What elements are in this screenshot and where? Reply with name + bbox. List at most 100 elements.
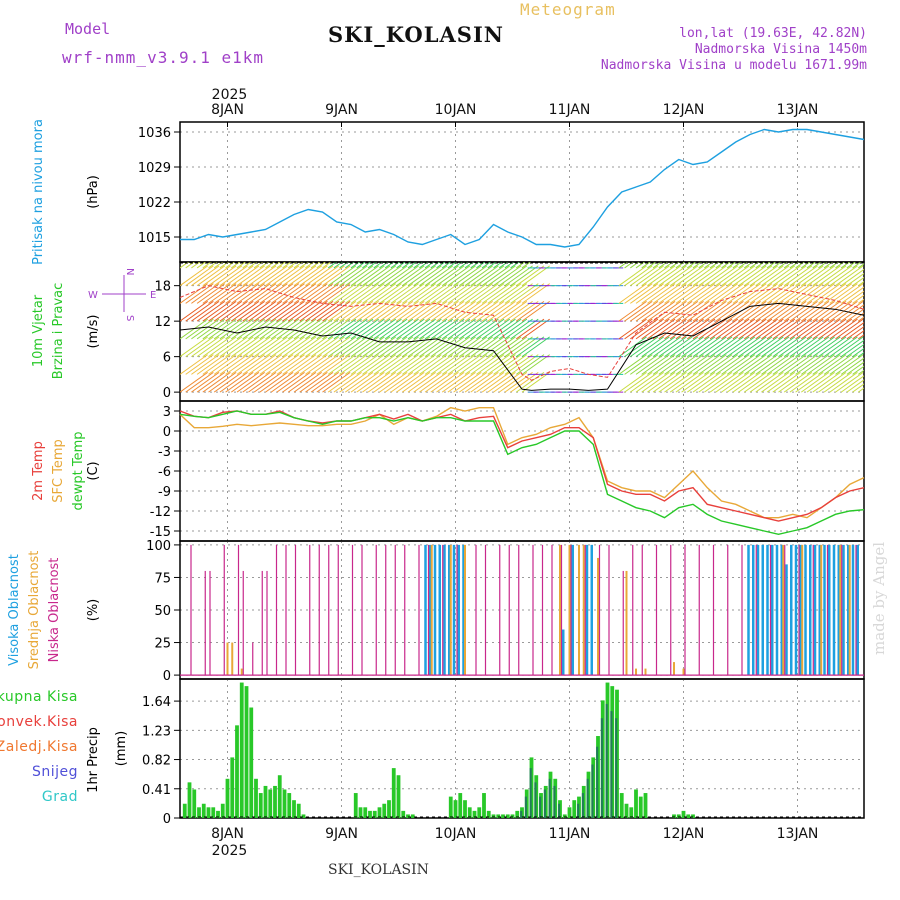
- wind-barb: [396, 265, 425, 287]
- wind-barb: [180, 371, 208, 393]
- wind-barb: [721, 283, 750, 304]
- wind-barb: [345, 265, 374, 287]
- wind-barb: [498, 300, 528, 322]
- wind-barb: [618, 262, 629, 269]
- wind-barb: [715, 265, 744, 287]
- wind-barb: [293, 283, 322, 304]
- wind-barb: [293, 318, 322, 340]
- precip-bar: [510, 814, 515, 818]
- wind-barb: [652, 283, 682, 304]
- wind-barb: [248, 283, 277, 304]
- wind-barb: [180, 336, 208, 358]
- wind-barb: [265, 283, 294, 304]
- wind-barb: [208, 371, 237, 393]
- wind-barb: [310, 371, 340, 393]
- wind-barb: [219, 265, 248, 287]
- wind-barb: [219, 354, 248, 375]
- wind-barb: [504, 300, 533, 322]
- wind-barb: [276, 336, 305, 358]
- wind-barb: [322, 354, 351, 375]
- precip-bar: [472, 810, 477, 818]
- wind-barb: [487, 265, 516, 287]
- wind-barb: [379, 371, 408, 393]
- wind-barb: [196, 371, 226, 393]
- wind-barb: [829, 262, 839, 269]
- wind-barb: [231, 300, 260, 322]
- wind-barb: [384, 262, 395, 269]
- wind-barb: [464, 262, 475, 269]
- snow-bar: [539, 796, 542, 818]
- wind-barb: [407, 265, 436, 287]
- wind-barb: [846, 290, 864, 304]
- wind-speed-line: [179, 302, 865, 391]
- wind-barb: [721, 318, 750, 340]
- wind-barb: [624, 265, 653, 287]
- wind-barb: [299, 318, 328, 340]
- wind-barb: [191, 336, 220, 358]
- pressure-line: [180, 128, 865, 248]
- wind-barb: [840, 262, 851, 269]
- y-tick-label: 1036: [138, 126, 171, 141]
- wind-barb: [664, 354, 693, 375]
- wind-barb: [698, 354, 727, 375]
- wind-barb: [293, 300, 322, 322]
- wind-barb: [772, 354, 801, 375]
- wind-barb: [288, 354, 317, 375]
- wind-barb: [253, 300, 283, 322]
- wind-barb: [293, 262, 304, 269]
- wind-axis-label-2: Brzina i Pravac: [51, 283, 66, 380]
- wind-barb: [339, 265, 368, 287]
- wind-barb: [333, 265, 362, 287]
- wind-barb: [521, 265, 550, 287]
- wind-barb: [852, 383, 864, 393]
- wind-barb: [801, 262, 811, 269]
- precip-bar: [201, 803, 206, 818]
- top-day-label: 8JAN: [211, 102, 244, 118]
- wind-barb: [664, 371, 693, 393]
- precip-bar: [358, 807, 363, 818]
- precip-bar: [301, 814, 306, 818]
- wind-barb: [493, 283, 522, 304]
- wind-barb: [384, 354, 414, 375]
- wind-barbs: [180, 262, 864, 393]
- wind-barb: [823, 283, 853, 304]
- wind-barb: [618, 265, 647, 287]
- wind-barb: [823, 262, 834, 269]
- snow-bar: [591, 764, 594, 818]
- wind-barb: [766, 336, 796, 358]
- wind-barb: [818, 371, 847, 393]
- y-tick-label: 12: [154, 315, 171, 330]
- wind-barb: [789, 354, 818, 375]
- wind-barb: [681, 318, 710, 340]
- wind-barb: [692, 336, 721, 358]
- wind-barb: [196, 318, 226, 340]
- wind-barb: [510, 354, 539, 375]
- wind-barb: [464, 371, 493, 393]
- wind-barb: [812, 336, 841, 358]
- precip-bar: [638, 796, 643, 818]
- wind-barb: [493, 336, 522, 358]
- snow-bar: [520, 810, 523, 818]
- wind-barb: [441, 300, 471, 322]
- y-tick-label: 100: [146, 539, 171, 554]
- y-tick-label: 0.41: [142, 783, 171, 798]
- wind-barb: [818, 354, 847, 375]
- wind-barb: [647, 300, 676, 322]
- wind-barb: [687, 354, 716, 375]
- y-tick-label: 0: [163, 386, 171, 401]
- snow-bar: [596, 746, 599, 818]
- wind-barb: [476, 300, 505, 322]
- wind-barb: [305, 300, 334, 322]
- wind-barb: [265, 318, 294, 340]
- wind-barb: [373, 262, 383, 269]
- precip-bar: [686, 814, 691, 818]
- wind-barb: [293, 265, 322, 287]
- wind-barb: [476, 336, 505, 358]
- wind-barb: [430, 318, 459, 340]
- wind-barb: [236, 300, 265, 322]
- wind-barb: [356, 262, 366, 269]
- wind-barb: [487, 371, 516, 393]
- wind-barb: [487, 283, 516, 304]
- wind-barb: [658, 354, 687, 375]
- wind-barb: [795, 262, 805, 269]
